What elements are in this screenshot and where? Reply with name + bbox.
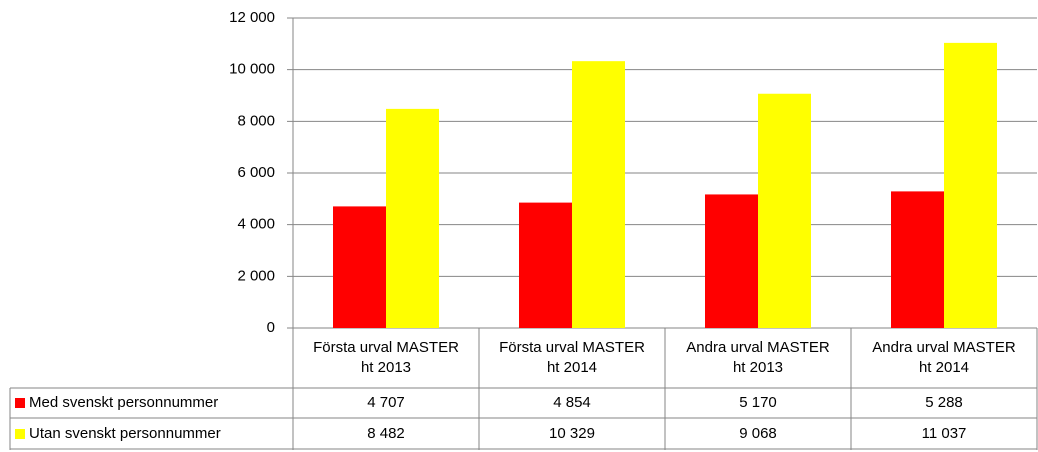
legend-label: Med svenskt personnummer: [29, 394, 218, 411]
x-tick-label: Andra urval MASTER ht 2013: [686, 339, 830, 376]
y-tick-label: 0: [267, 319, 275, 336]
legend-swatch: [15, 398, 25, 408]
category-cell: Första urval MASTER ht 2014: [479, 328, 665, 388]
x-tick-label: Andra urval MASTER ht 2014: [872, 339, 1016, 376]
y-tick-label: 6 000: [237, 164, 275, 181]
bar: [758, 93, 811, 328]
bar: [333, 206, 386, 328]
table-value: 5 170: [739, 394, 777, 411]
x-tick-label: Första urval MASTER ht 2013: [313, 339, 459, 376]
y-tick-label: 8 000: [237, 112, 275, 129]
y-tick-label: 10 000: [229, 61, 275, 78]
category-cell: Andra urval MASTER ht 2013: [665, 328, 851, 388]
category-cell: Första urval MASTER ht 2014: [479, 328, 665, 388]
category-cell: Första urval MASTER ht 2013: [293, 328, 479, 388]
table-value: 9 068: [739, 425, 777, 442]
bar: [572, 61, 625, 328]
table-value: 8 482: [367, 425, 405, 442]
table-value: 4 707: [367, 394, 405, 411]
bar: [944, 42, 997, 328]
table-value: 11 037: [922, 425, 967, 442]
legend-label: Utan svenskt personnummer: [29, 425, 221, 442]
category-cell: Andra urval MASTER ht 2014: [851, 328, 1037, 388]
x-tick-label: Första urval MASTER ht 2014: [499, 339, 645, 376]
bar: [891, 191, 944, 328]
bar: [386, 108, 439, 328]
y-tick-label: 12 000: [229, 9, 275, 26]
bar: [519, 202, 572, 328]
category-cell: Andra urval MASTER ht 2013: [665, 328, 851, 388]
table-value: 4 854: [553, 394, 591, 411]
y-tick-label: 4 000: [237, 216, 275, 233]
bar: [705, 194, 758, 328]
table-value: 10 329: [549, 425, 595, 442]
y-tick-label: 2 000: [237, 267, 275, 284]
legend-swatch: [15, 429, 25, 439]
category-cell: Första urval MASTER ht 2013: [293, 328, 479, 388]
category-cell: Andra urval MASTER ht 2014: [851, 328, 1037, 388]
table-value: 5 288: [925, 394, 963, 411]
